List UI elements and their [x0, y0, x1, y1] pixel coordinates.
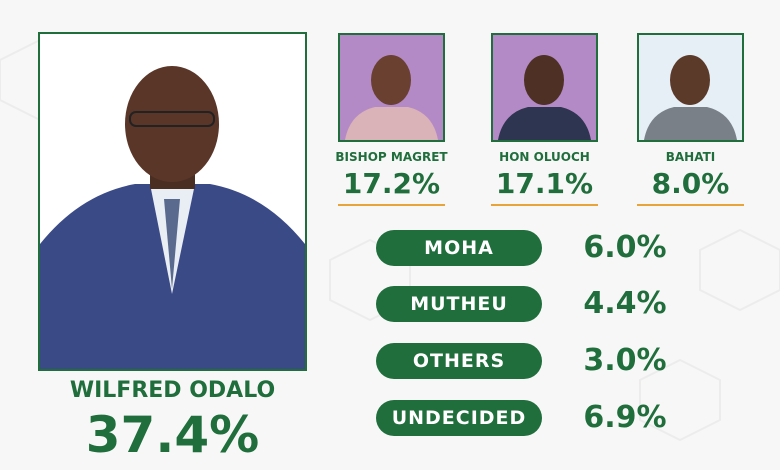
option-label: MUTHEU: [376, 286, 542, 322]
main-name: WILFRED ODALO: [69, 378, 276, 403]
candidate-percent: 17.1%: [495, 167, 594, 200]
portrait: [493, 35, 596, 140]
underline: [338, 204, 445, 206]
main-percent: 37.4%: [85, 406, 260, 464]
option-label: UNDECIDED: [376, 400, 542, 436]
candidate-photo: [338, 33, 445, 142]
option-label: MOHA: [376, 230, 542, 266]
option-percent: 4.4%: [583, 286, 667, 321]
candidate-name: HON OLUOCH: [499, 150, 590, 164]
underline: [637, 204, 744, 206]
candidate-name: BISHOP MAGRET: [335, 150, 448, 164]
main-photo: [38, 32, 307, 371]
portrait: [639, 35, 742, 140]
candidate-percent: 8.0%: [651, 167, 730, 200]
candidate-name: BAHATI: [665, 150, 716, 164]
underline: [491, 204, 598, 206]
candidate-photo: [491, 33, 598, 142]
option-percent: 3.0%: [583, 343, 667, 378]
option-percent: 6.0%: [583, 230, 667, 265]
option-percent: 6.9%: [583, 400, 667, 435]
option-label: OTHERS: [376, 343, 542, 379]
portrait: [40, 34, 305, 369]
portrait: [340, 35, 443, 140]
candidate-photo: [637, 33, 744, 142]
candidate-percent: 17.2%: [342, 167, 441, 200]
